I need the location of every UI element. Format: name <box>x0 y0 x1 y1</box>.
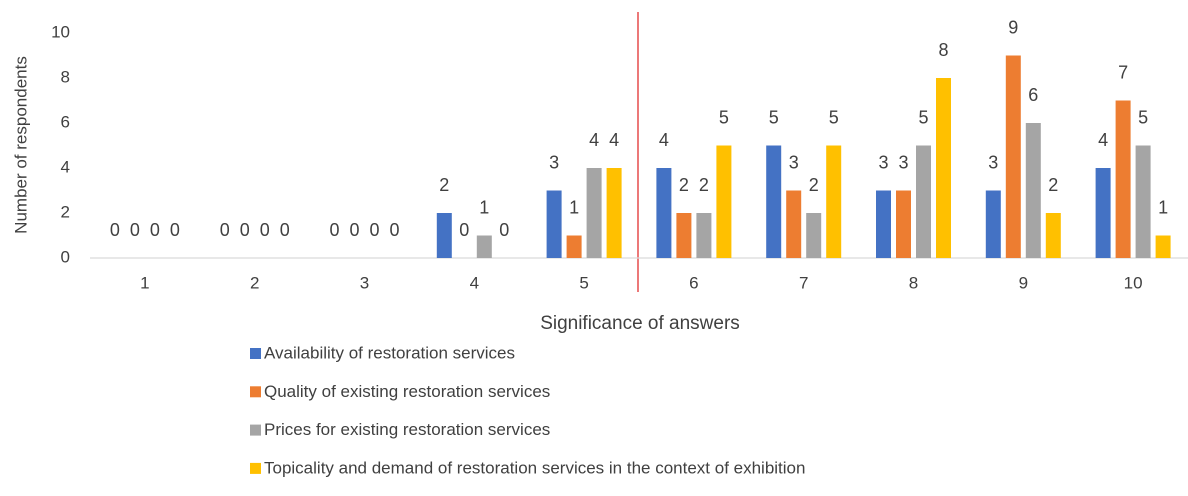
y-tick-label: 4 <box>61 157 70 176</box>
bar <box>586 168 602 258</box>
x-tick-label: 1 <box>140 273 149 292</box>
bar <box>1025 123 1041 258</box>
value-label: 0 <box>389 220 399 240</box>
bar <box>1135 145 1151 258</box>
legend-label: Topicality and demand of restoration ser… <box>264 458 805 477</box>
x-tick-label: 8 <box>909 273 918 292</box>
value-label: 4 <box>589 130 599 150</box>
value-label: 2 <box>439 175 449 195</box>
value-label: 0 <box>349 220 359 240</box>
bar <box>896 190 911 258</box>
bar <box>936 78 951 258</box>
y-tick-label: 0 <box>61 247 70 266</box>
value-label: 5 <box>918 107 928 127</box>
value-label: 0 <box>130 220 140 240</box>
bar <box>1115 100 1131 258</box>
bar <box>566 235 582 258</box>
value-label: 1 <box>479 197 489 217</box>
value-label: 0 <box>170 220 180 240</box>
y-tick-label: 2 <box>61 202 70 221</box>
bar <box>716 145 732 258</box>
value-label: 2 <box>809 175 819 195</box>
y-tick-label: 8 <box>61 67 70 86</box>
legend-label: Availability of restoration services <box>264 343 515 362</box>
y-tick-label: 6 <box>61 112 70 131</box>
bar <box>916 145 931 258</box>
value-label: 3 <box>549 152 559 172</box>
value-label: 0 <box>499 220 509 240</box>
x-tick-label: 9 <box>1019 273 1028 292</box>
value-label: 3 <box>898 152 908 172</box>
value-label: 0 <box>260 220 270 240</box>
bar <box>476 235 492 258</box>
legend-swatch <box>250 386 261 398</box>
value-label: 2 <box>679 175 689 195</box>
bar <box>806 213 822 258</box>
bar <box>606 168 622 258</box>
value-label: 5 <box>1138 107 1148 127</box>
value-label: 5 <box>769 107 779 127</box>
bar <box>656 168 672 258</box>
x-tick-label: 7 <box>799 273 808 292</box>
value-label: 8 <box>938 40 948 60</box>
legend-swatch <box>250 462 261 474</box>
value-label: 0 <box>329 220 339 240</box>
x-tick-label: 2 <box>250 273 259 292</box>
y-tick-label: 10 <box>51 22 70 41</box>
bar <box>1155 235 1171 258</box>
y-axis-title: Number of respondents <box>11 56 30 234</box>
value-label: 1 <box>569 197 579 217</box>
x-tick-label: 6 <box>689 273 698 292</box>
legend-swatch <box>250 348 261 359</box>
value-label: 0 <box>150 220 160 240</box>
value-label: 0 <box>240 220 250 240</box>
x-axis-title: Significance of answers <box>540 313 740 334</box>
value-label: 4 <box>1098 130 1108 150</box>
x-tick-label: 4 <box>470 273 479 292</box>
x-tick-label: 3 <box>360 273 369 292</box>
value-label: 0 <box>280 220 290 240</box>
bar <box>876 190 891 258</box>
value-label: 0 <box>110 220 120 240</box>
bar <box>985 190 1001 258</box>
value-label: 2 <box>1048 175 1058 195</box>
value-label: 3 <box>878 152 888 172</box>
value-label: 0 <box>369 220 379 240</box>
value-label: 1 <box>1158 197 1168 217</box>
value-label: 3 <box>988 152 998 172</box>
value-label: 9 <box>1008 17 1018 37</box>
value-label: 5 <box>719 107 729 127</box>
value-label: 3 <box>789 152 799 172</box>
bar <box>546 190 562 258</box>
value-label: 6 <box>1028 85 1038 105</box>
value-label: 4 <box>609 130 619 150</box>
legend-label: Quality of existing restoration services <box>264 382 550 401</box>
bar <box>436 213 452 258</box>
value-label: 2 <box>699 175 709 195</box>
bar <box>766 145 782 258</box>
bar <box>676 213 692 258</box>
value-label: 7 <box>1118 62 1128 82</box>
value-label: 5 <box>829 107 839 127</box>
bar <box>1005 55 1021 258</box>
value-label: 0 <box>220 220 230 240</box>
x-tick-label: 5 <box>579 273 588 292</box>
value-label: 0 <box>459 220 469 240</box>
bar <box>1045 213 1061 258</box>
bar <box>786 190 802 258</box>
bar <box>826 145 842 258</box>
x-tick-label: 10 <box>1124 273 1143 292</box>
legend-label: Prices for existing restoration services <box>264 420 550 439</box>
bar <box>1095 168 1111 258</box>
bar <box>696 213 712 258</box>
legend-swatch <box>250 424 261 436</box>
value-label: 4 <box>659 130 669 150</box>
